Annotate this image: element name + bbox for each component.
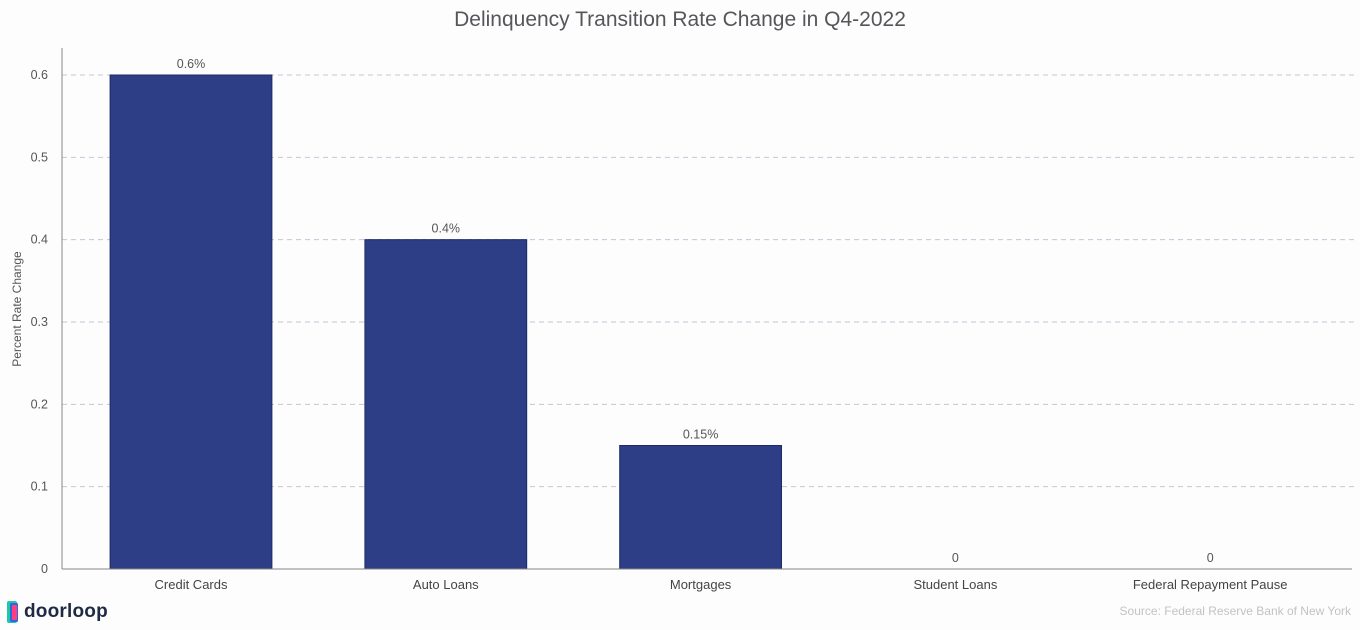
chart-title: Delinquency Transition Rate Change in Q4…: [454, 8, 906, 31]
bar: [619, 445, 782, 570]
bars: [109, 74, 782, 570]
bar: [364, 239, 528, 570]
data-label: 0.6%: [177, 57, 206, 71]
bar: [109, 74, 273, 570]
x-tick-label: Student Loans: [913, 577, 997, 592]
x-tick-label: Federal Repayment Pause: [1133, 577, 1288, 592]
data-label: 0.4%: [432, 222, 461, 236]
y-tick-label: 0.6: [31, 68, 48, 82]
y-ticks: 0 0.1 0.2 0.3 0.4 0.5 0.6: [31, 68, 48, 576]
x-tick-label: Auto Loans: [413, 577, 479, 592]
brand-logo: doorloop: [6, 598, 108, 626]
x-tick-label: Mortgages: [670, 577, 732, 592]
doorloop-logo-icon: [7, 601, 18, 623]
data-label: 0: [1207, 551, 1214, 565]
y-tick-label: 0.2: [31, 397, 48, 411]
data-label: 0: [952, 551, 959, 565]
x-ticks: Credit Cards Auto Loans Mortgages Student L…: [155, 577, 1288, 592]
data-label: 0.15%: [683, 428, 718, 442]
y-tick-label: 0.4: [31, 233, 48, 247]
y-axis-label: Percent Rate Change: [10, 251, 24, 367]
y-tick-label: 0.3: [31, 315, 48, 329]
y-tick-label: 0.1: [31, 480, 48, 494]
y-tick-label: 0.5: [31, 150, 48, 164]
x-tick-label: Credit Cards: [155, 577, 228, 592]
y-tick-label: 0: [41, 562, 48, 576]
source-note: Source: Federal Reserve Bank of New York: [1120, 604, 1352, 618]
data-labels: 0.6% 0.4% 0.15% 0 0: [177, 57, 1214, 565]
brand-name: doorloop: [24, 601, 108, 622]
